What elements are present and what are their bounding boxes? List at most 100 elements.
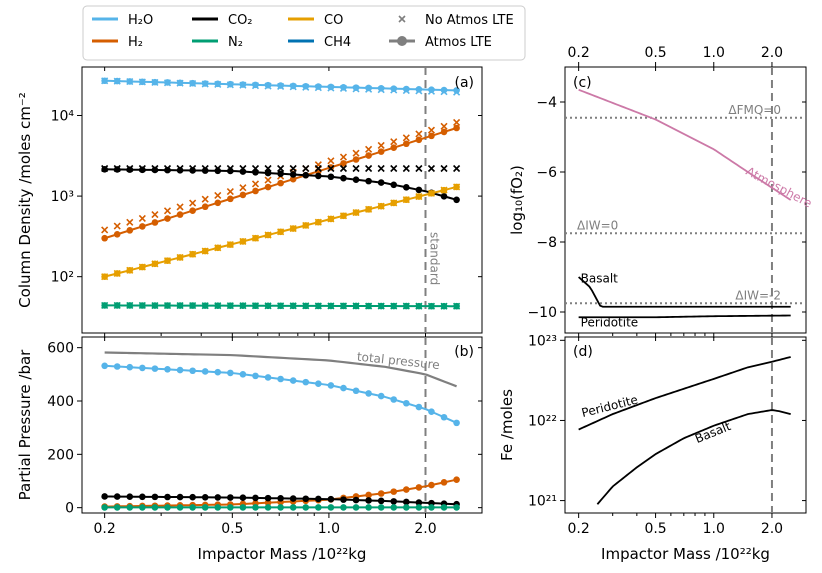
lte-point: [214, 80, 222, 88]
lte-point: [390, 488, 398, 495]
series-H₂O: [101, 77, 461, 96]
lte-point: [189, 250, 196, 258]
lte-point: [239, 81, 247, 88]
series-H₂O: [101, 362, 460, 427]
lte-point: [201, 203, 209, 211]
lte-point: [377, 504, 385, 511]
legend: H₂O H₂ CO₂ N₂ CO CH4 No Atmos LTE Atmos LTE: [82, 5, 526, 61]
panel-c-ytick-label: −8: [536, 235, 557, 251]
lte-point: [453, 124, 460, 132]
lte-point: [453, 87, 460, 94]
lte-point: [415, 302, 423, 310]
panel-d-ytick-label: 10²²: [528, 413, 557, 429]
lte-point: [302, 302, 310, 310]
panel-b-ytick-label: 200: [47, 447, 74, 463]
lte-point: [189, 167, 196, 174]
lte-point: [214, 167, 222, 175]
legend-cross-marker: [398, 15, 406, 23]
lte-point: [365, 206, 372, 213]
lte-point: [239, 168, 247, 175]
lte-point: [315, 504, 322, 511]
lte-point: [302, 378, 310, 386]
panel-b-xtick-label: 2.0: [414, 521, 436, 537]
lte-point: [101, 77, 108, 85]
lte-point: [164, 302, 171, 309]
lte-point: [453, 504, 460, 511]
nolte-cross-marker: [302, 164, 310, 173]
lte-point: [277, 170, 284, 178]
lte-point: [365, 177, 372, 185]
lte-point: [139, 166, 146, 174]
lte-point: [264, 81, 272, 89]
lte-point: [252, 504, 259, 511]
nolte-cross-marker: [126, 218, 134, 226]
lte-point: [189, 504, 196, 511]
lte-point: [403, 302, 410, 310]
nolte-cross-marker: [176, 203, 184, 211]
lte-point: [403, 504, 410, 511]
lte-point: [126, 227, 134, 234]
nolte-cross-marker: [377, 164, 385, 173]
lte-point: [264, 302, 272, 310]
nolte-cross-marker: [264, 176, 272, 184]
panel-a-frame: [81, 66, 483, 334]
legend-label: Atmos LTE: [425, 35, 492, 50]
top-axis-tick-label: 0.5: [644, 45, 666, 61]
lte-point: [227, 369, 234, 377]
lte-point: [227, 302, 234, 309]
lte-point: [440, 302, 448, 310]
panel-d-frame: [564, 336, 807, 514]
lte-point: [252, 234, 259, 242]
legend-item: CO₂: [192, 13, 253, 28]
lte-point: [403, 486, 410, 493]
lte-point: [264, 183, 272, 191]
lte-point: [440, 186, 448, 194]
lte-point: [403, 184, 410, 191]
panel-d-xtick-label: 1.0: [703, 521, 725, 537]
lte-point: [352, 387, 360, 395]
lte-point: [340, 160, 347, 167]
lte-point: [252, 494, 259, 502]
lte-point: [239, 494, 247, 502]
lte-point: [403, 85, 410, 93]
panel-b-xlabel: Impactor Mass /10²²kg: [198, 545, 367, 563]
nolte-cross-marker: [453, 118, 461, 127]
curve-peridotite: [578, 356, 791, 431]
lte-point: [239, 371, 247, 378]
lte-point: [252, 372, 259, 380]
lte-point: [176, 79, 184, 87]
series-N₂: [101, 301, 461, 310]
panel-c-label: (c): [573, 75, 592, 91]
lte-point: [377, 302, 385, 310]
reference-hline-label: ΔIW=0: [577, 218, 618, 232]
nolte-cross-marker: [201, 195, 209, 203]
lte-point: [151, 493, 159, 501]
reference-hline-label: ΔFMQ=0: [728, 103, 781, 117]
panel-d-xtick-label: 0.5: [644, 521, 666, 537]
lte-point: [352, 156, 360, 163]
lte-point: [352, 176, 360, 183]
lte-point: [390, 504, 398, 511]
lte-point: [377, 179, 385, 186]
lte-point: [189, 493, 196, 501]
lte-point: [164, 166, 171, 174]
lte-point: [390, 396, 398, 403]
lte-point: [315, 218, 322, 226]
panel-d-xlabel: Impactor Mass /10²²kg: [601, 545, 770, 563]
lte-point: [327, 215, 335, 223]
reference-hline-label: ΔIW=-2: [735, 288, 781, 302]
lte-point: [264, 169, 272, 177]
lte-point: [151, 504, 159, 511]
legend-item: H₂O: [92, 13, 153, 28]
lte-point: [239, 302, 247, 310]
lte-point: [139, 504, 146, 511]
top-axis-tick-label: 2.0: [761, 45, 783, 61]
lte-point: [113, 270, 121, 277]
nolte-cross-marker: [289, 164, 297, 173]
lte-point: [428, 190, 435, 197]
lte-point: [327, 495, 335, 503]
lte-point: [201, 368, 209, 375]
total-pressure-line: [104, 351, 457, 388]
